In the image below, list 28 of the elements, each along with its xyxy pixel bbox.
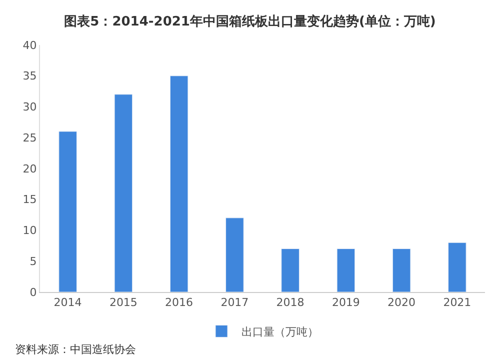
x-tick-label: 2020: [388, 296, 416, 310]
text: 资料来源：中国造纸协会: [15, 343, 136, 356]
bar: [336, 248, 356, 292]
y-tick-label: 15: [22, 193, 37, 206]
x-tick-label: 2017: [220, 296, 249, 310]
x-tick-label: 2014: [54, 296, 82, 310]
legend-label: 出口量（万吨）: [242, 325, 318, 338]
bar: [281, 248, 300, 292]
bar: [170, 76, 188, 292]
x-tick-label: 2021: [443, 296, 472, 310]
chart-title: 图表5：2014-2021年中国箱纸板出口量变化趋势(单位：万吨): [64, 13, 436, 30]
y-tick-label: 5: [30, 254, 37, 268]
y-tick-label: 40: [22, 38, 37, 52]
bar: [392, 248, 411, 292]
y-tick-label: 0: [30, 286, 37, 299]
bar: [114, 94, 133, 292]
x-tick-label: 2018: [276, 296, 304, 310]
x-tick-label: 2015: [109, 296, 138, 310]
bar: [226, 218, 244, 292]
x-tick-label: 2019: [332, 296, 360, 310]
y-tick-label: 10: [22, 224, 37, 238]
y-tick-label: 25: [22, 131, 37, 144]
bar: [448, 242, 466, 292]
y-tick-label: 35: [22, 70, 37, 83]
y-tick-label: 20: [22, 162, 37, 176]
y-tick-label: 30: [22, 100, 37, 114]
bar: [58, 131, 77, 292]
x-tick-label: 2016: [165, 296, 194, 310]
